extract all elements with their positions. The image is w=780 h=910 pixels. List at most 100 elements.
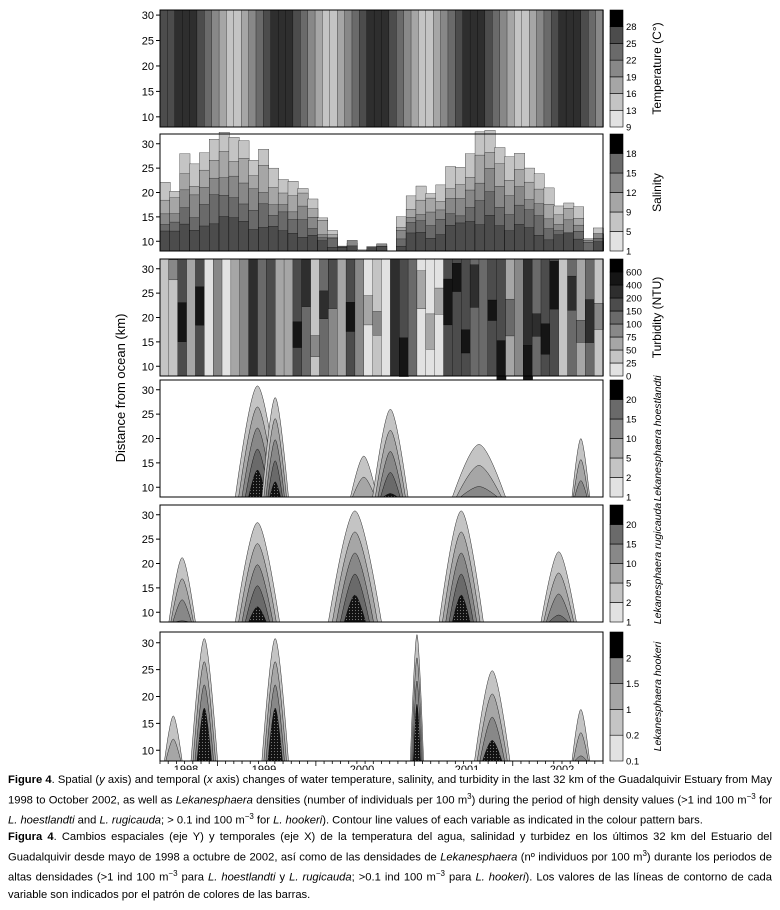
colorbar-level: 10 <box>626 559 637 570</box>
colorbar-level: 20 <box>626 395 637 406</box>
contour-region <box>452 594 471 623</box>
contour-band <box>292 9 301 128</box>
contour-band <box>292 321 303 348</box>
colorbar-swatch <box>609 709 624 736</box>
x-tick-label: 2002 <box>550 764 574 770</box>
colorbar-level: 5 <box>626 227 631 238</box>
x-axis: 1998 1999 2000 2001 2002 <box>159 761 604 770</box>
contour-band <box>209 223 220 252</box>
contour-band <box>533 235 545 252</box>
colorbar-swatch <box>609 457 624 478</box>
colorbar-level: 25 <box>626 39 637 50</box>
y-axis-title: Distance from ocean (km) <box>113 314 128 463</box>
contour-band <box>168 259 179 281</box>
y-tick-label: 25 <box>142 534 154 546</box>
contour-band <box>416 270 427 309</box>
colorbar-swatch <box>609 563 624 584</box>
contour-band <box>462 9 471 128</box>
contour-band <box>477 9 486 128</box>
colorbar-swatch <box>609 336 624 351</box>
colorbar-swatch <box>609 657 624 684</box>
contour-band <box>257 258 267 377</box>
contour-band <box>233 9 242 128</box>
colorbar-title: Lekanesphaera hookeri <box>652 641 664 751</box>
colorbar-swatch <box>609 379 624 400</box>
colorbar: 1 2 5 10 15 20 <box>609 379 637 504</box>
y-tick-label: 10 <box>142 361 154 373</box>
contour-band <box>226 9 235 128</box>
colorbar-swatch <box>609 399 624 420</box>
contour-band <box>585 299 595 343</box>
contour-band <box>195 286 205 326</box>
contour-band <box>372 311 383 336</box>
y-tick-label: 30 <box>142 510 154 522</box>
contour-band <box>322 9 331 128</box>
contour-band <box>218 216 230 252</box>
contour-region <box>459 486 499 498</box>
contour-band <box>573 238 584 252</box>
contour-band <box>440 9 449 128</box>
colorbar-level: 22 <box>626 56 637 67</box>
contour-region <box>248 606 267 623</box>
colorbar-level: 200 <box>626 294 642 305</box>
contour-band <box>531 313 542 337</box>
colorbar-swatch <box>609 59 624 78</box>
colorbar-swatch <box>609 323 624 338</box>
contour-band <box>228 217 240 252</box>
contour-region <box>573 459 589 498</box>
contour-band <box>435 234 447 252</box>
contour-band <box>396 9 405 128</box>
contour-band <box>270 9 279 128</box>
contour-region <box>165 738 182 762</box>
contour-band <box>337 247 348 252</box>
contour-region <box>380 472 401 498</box>
contour-band <box>576 258 586 377</box>
colorbar-swatch <box>609 153 624 174</box>
contour-band <box>540 323 551 355</box>
plot-area <box>160 505 603 622</box>
colorbar-swatch <box>609 734 624 762</box>
contour-band <box>553 234 565 252</box>
contour-band <box>425 313 436 350</box>
contour-band <box>474 224 486 252</box>
contour-band <box>407 258 418 377</box>
contour-band <box>540 258 551 377</box>
colorbar-swatch <box>609 192 624 213</box>
colorbar: 9 13 16 19 22 25 28 <box>609 9 637 134</box>
colorbar-level: 13 <box>626 106 637 117</box>
contour-band <box>461 258 471 377</box>
contour-band <box>504 230 516 252</box>
caption-spanish: Figura 4. Cambios espaciales (eje Y) y t… <box>8 831 772 901</box>
x-tick-label: 2000 <box>350 764 374 770</box>
contour-band <box>363 295 374 326</box>
figure-caption: Figure 4. Spatial (y axis) and temporal … <box>8 772 772 903</box>
colorbar-title: Lekanesphaera rugicauda <box>652 503 664 625</box>
colorbar-swatch <box>609 133 624 154</box>
contour-band <box>410 9 420 128</box>
contour-band <box>255 9 265 128</box>
contour-band <box>543 239 555 252</box>
contour-band <box>319 290 329 319</box>
contour-band <box>524 227 535 252</box>
contour-band <box>238 221 250 252</box>
contour-band <box>285 9 294 128</box>
y-tick-label: 10 <box>142 236 154 248</box>
colorbar-level: 19 <box>626 72 637 83</box>
contour-band <box>494 225 506 252</box>
contour-band <box>159 230 171 252</box>
colorbar-level: 15 <box>626 415 637 426</box>
contour-band <box>301 259 312 307</box>
contour-band <box>277 230 289 252</box>
contour-region <box>267 707 283 762</box>
contour-band <box>567 275 578 311</box>
colorbar-level: 50 <box>626 346 637 357</box>
y-tick-label: 15 <box>142 718 154 730</box>
contour-band <box>506 9 516 128</box>
colorbar-swatch <box>609 602 624 623</box>
contour-band <box>492 9 501 128</box>
x-tick-label: 1998 <box>174 764 198 770</box>
contour-band <box>595 9 604 128</box>
colorbar-level: 600 <box>626 268 642 279</box>
